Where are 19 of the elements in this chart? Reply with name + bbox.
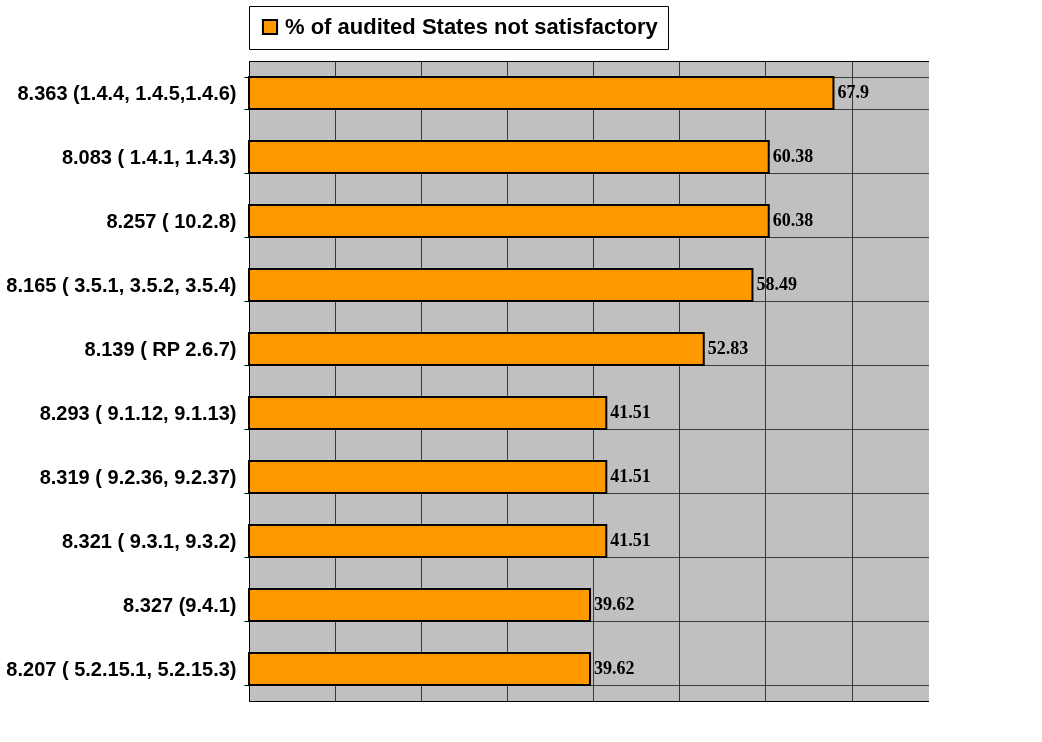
y-tick-label: 8.207 ( 5.2.15.1, 5.2.15.3) bbox=[6, 657, 237, 680]
data-label: 41.51 bbox=[610, 466, 651, 486]
data-label: 52.83 bbox=[707, 338, 749, 358]
y-tick-label: 8.327 (9.4.1) bbox=[123, 593, 237, 616]
data-label: 41.51 bbox=[610, 402, 651, 422]
y-tick-label: 8.319 ( 9.2.36, 9.2.37) bbox=[39, 465, 237, 488]
legend-label: % of audited States not satisfactory bbox=[285, 14, 659, 39]
data-label: 60.38 bbox=[772, 146, 814, 166]
data-label: 39.62 bbox=[594, 594, 635, 614]
data-label: 39.62 bbox=[594, 658, 635, 678]
y-tick-label: 8.139 ( RP 2.6.7) bbox=[84, 337, 237, 360]
y-tick-label: 8.363 (1.4.4, 1.4.5,1.4.6) bbox=[17, 81, 237, 104]
data-label: 60.38 bbox=[772, 210, 814, 230]
data-label: 41.51 bbox=[610, 530, 651, 550]
y-tick-label: 8.083 ( 1.4.1, 1.4.3) bbox=[61, 145, 237, 168]
y-tick-label: 8.165 ( 3.5.1, 3.5.2, 3.5.4) bbox=[6, 273, 237, 296]
y-tick-label: 8.293 ( 9.1.12, 9.1.13) bbox=[39, 401, 237, 424]
y-tick-label: 8.321 ( 9.3.1, 9.3.2) bbox=[61, 529, 237, 552]
y-tick-label: 8.257 ( 10.2.8) bbox=[106, 209, 237, 232]
